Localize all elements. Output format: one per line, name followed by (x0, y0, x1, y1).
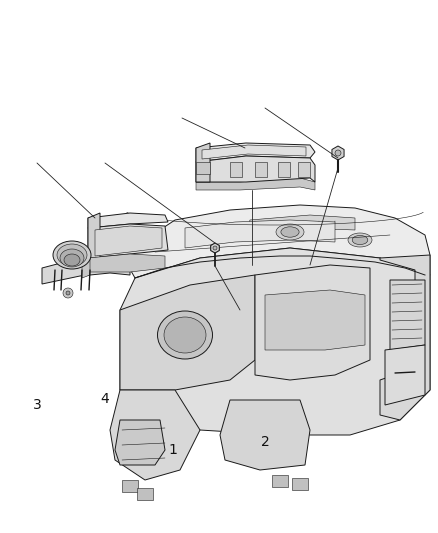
Polygon shape (110, 390, 200, 480)
Polygon shape (380, 255, 430, 420)
Bar (292, 478, 308, 490)
Circle shape (335, 150, 341, 156)
Ellipse shape (276, 224, 304, 240)
Polygon shape (196, 178, 315, 190)
Polygon shape (390, 280, 425, 350)
Text: 4: 4 (101, 392, 110, 406)
Ellipse shape (281, 227, 299, 237)
Polygon shape (88, 213, 168, 228)
Bar (122, 480, 138, 492)
Polygon shape (88, 254, 165, 272)
Bar (298, 162, 310, 177)
Polygon shape (120, 248, 430, 435)
Bar (278, 162, 290, 177)
Text: 3: 3 (33, 398, 42, 412)
Polygon shape (42, 255, 130, 284)
Ellipse shape (158, 311, 212, 359)
Ellipse shape (348, 233, 372, 247)
Bar (137, 488, 153, 500)
Polygon shape (265, 290, 365, 350)
Bar (196, 162, 210, 174)
Polygon shape (82, 255, 90, 278)
Polygon shape (255, 265, 370, 380)
Polygon shape (185, 220, 335, 248)
Circle shape (63, 288, 73, 298)
Ellipse shape (352, 236, 368, 245)
Text: 1: 1 (169, 443, 177, 457)
Polygon shape (122, 205, 430, 278)
Bar (230, 162, 242, 177)
Circle shape (66, 291, 70, 295)
Polygon shape (120, 275, 255, 390)
Polygon shape (95, 226, 162, 256)
Polygon shape (196, 143, 210, 182)
Circle shape (213, 246, 217, 250)
Bar (272, 475, 288, 487)
Bar (255, 162, 267, 177)
Ellipse shape (57, 244, 87, 266)
Polygon shape (196, 156, 315, 182)
Polygon shape (202, 145, 306, 159)
Ellipse shape (60, 249, 84, 267)
Polygon shape (245, 215, 355, 235)
Polygon shape (211, 243, 219, 253)
Ellipse shape (64, 254, 80, 266)
Ellipse shape (53, 241, 91, 269)
Polygon shape (88, 224, 168, 258)
Polygon shape (385, 345, 425, 405)
Polygon shape (332, 146, 344, 160)
Polygon shape (196, 143, 315, 162)
Polygon shape (88, 213, 100, 258)
Text: 2: 2 (261, 435, 269, 449)
Polygon shape (220, 400, 310, 470)
Polygon shape (115, 420, 165, 465)
Ellipse shape (164, 317, 206, 353)
